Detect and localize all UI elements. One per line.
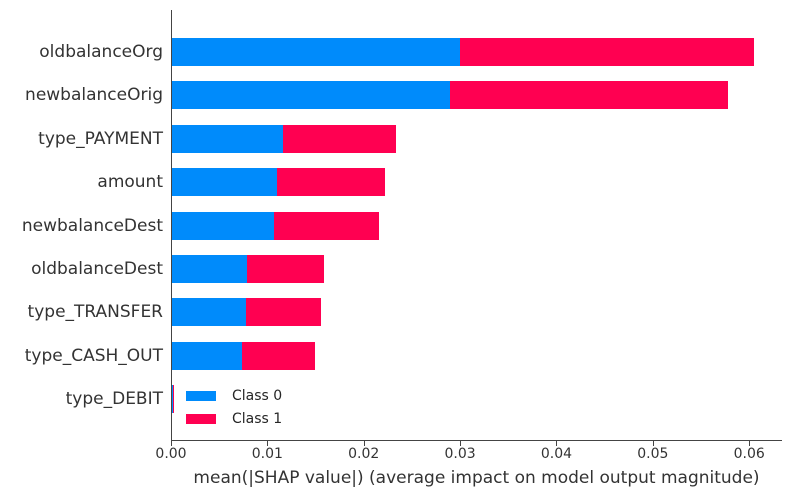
bar-row bbox=[172, 254, 325, 283]
bar-row bbox=[172, 385, 174, 413]
legend-label-class1: Class 1 bbox=[232, 410, 283, 427]
x-tick-mark bbox=[556, 441, 558, 446]
bar-row bbox=[172, 168, 385, 197]
bar-row bbox=[172, 298, 322, 327]
bar-row bbox=[172, 341, 315, 370]
class1-bar-segment bbox=[449, 81, 729, 110]
y-tick-label: newbalanceOrig bbox=[25, 85, 163, 106]
plot-area bbox=[171, 10, 782, 441]
class1-bar-segment bbox=[282, 124, 396, 153]
class0-bar-segment bbox=[172, 341, 243, 370]
class0-bar-segment bbox=[172, 38, 461, 66]
legend: Class 0 Class 1 bbox=[186, 384, 282, 430]
class0-bar-segment bbox=[172, 254, 248, 283]
legend-label-class0: Class 0 bbox=[232, 387, 283, 404]
y-tick-label: type_CASH_OUT bbox=[24, 345, 163, 366]
class0-bar-segment bbox=[172, 81, 450, 110]
x-tick-label: 0.06 bbox=[733, 446, 765, 462]
class1-bar-segment bbox=[460, 38, 755, 66]
y-tick-label: oldbalanceDest bbox=[31, 258, 163, 279]
class0-color-swatch bbox=[186, 390, 216, 401]
class1-bar-segment bbox=[172, 385, 174, 413]
x-tick-mark bbox=[171, 441, 172, 446]
legend-item-class1: Class 1 bbox=[186, 407, 282, 430]
bar-row bbox=[172, 81, 729, 110]
bar-row bbox=[172, 211, 380, 240]
y-tick-label: type_PAYMENT bbox=[38, 128, 163, 149]
y-tick-label: type_TRANSFER bbox=[27, 302, 163, 323]
legend-item-class0: Class 0 bbox=[186, 384, 282, 407]
bar-row bbox=[172, 124, 396, 153]
class1-bar-segment bbox=[274, 211, 380, 240]
x-tick-mark bbox=[460, 441, 462, 446]
class0-bar-segment bbox=[172, 298, 247, 327]
x-tick-label: 0.02 bbox=[348, 446, 380, 462]
x-tick-label: 0.04 bbox=[540, 446, 573, 462]
y-tick-label: amount bbox=[97, 172, 163, 193]
x-tick-mark bbox=[749, 441, 751, 446]
class0-bar-segment bbox=[172, 211, 275, 240]
x-tick-mark bbox=[363, 441, 365, 446]
class1-color-swatch bbox=[186, 413, 216, 424]
x-tick-label: 0.01 bbox=[251, 446, 283, 462]
x-tick-label: 0.05 bbox=[637, 446, 669, 462]
class1-bar-segment bbox=[277, 168, 385, 197]
class1-bar-segment bbox=[242, 341, 315, 370]
x-axis-title: mean(|SHAP value|) (average impact on mo… bbox=[193, 468, 760, 488]
x-tick-mark bbox=[267, 441, 269, 446]
class1-bar-segment bbox=[247, 254, 325, 283]
y-tick-label: newbalanceDest bbox=[21, 215, 163, 236]
y-tick-label: oldbalanceOrg bbox=[39, 42, 163, 62]
x-tick-label: 0.03 bbox=[444, 446, 476, 462]
class0-bar-segment bbox=[172, 385, 173, 413]
x-tick-mark bbox=[652, 441, 654, 446]
class0-bar-segment bbox=[172, 168, 278, 197]
x-tick-label: 0.00 bbox=[155, 446, 187, 462]
bar-row bbox=[172, 38, 755, 66]
class0-bar-segment bbox=[172, 124, 283, 153]
y-tick-label: type_DEBIT bbox=[65, 389, 163, 409]
class1-bar-segment bbox=[246, 298, 322, 327]
